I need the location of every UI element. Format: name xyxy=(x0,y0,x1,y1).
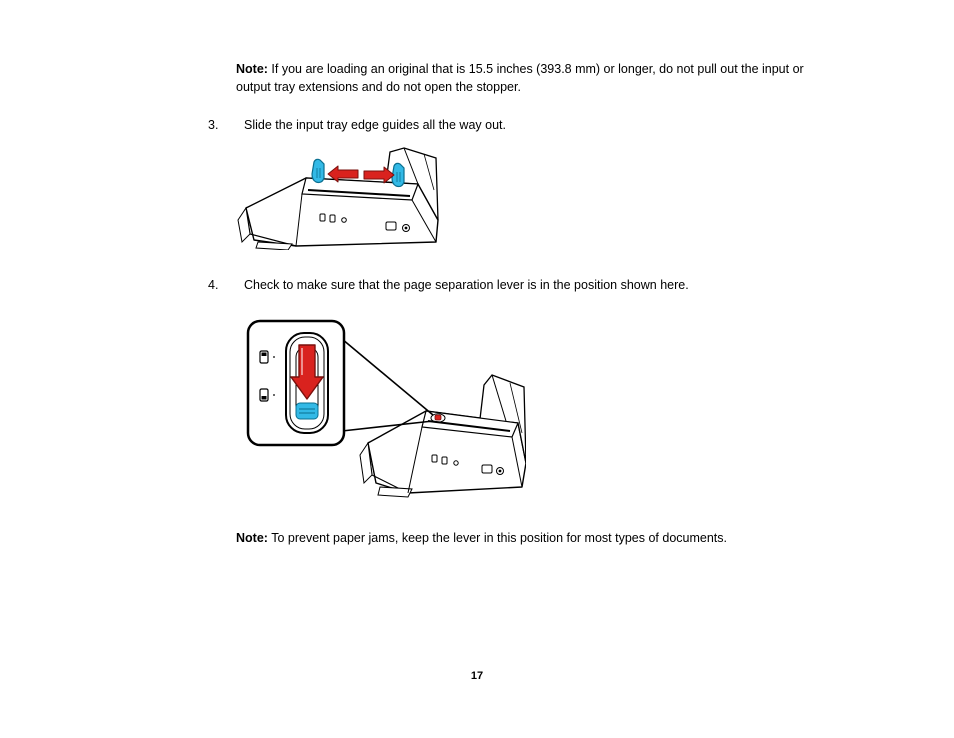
note-bottom: Note: To prevent paper jams, keep the le… xyxy=(236,529,834,547)
figure-input-tray-guides xyxy=(236,142,834,250)
step-4-text: Check to make sure that the page separat… xyxy=(244,276,834,294)
step-3: 3. Slide the input tray edge guides all … xyxy=(200,116,834,134)
scanner-body xyxy=(360,375,526,497)
page-number: 17 xyxy=(0,670,954,682)
step-4-number: 4. xyxy=(200,276,244,294)
step-3-number: 3. xyxy=(200,116,244,134)
note-top-text: If you are loading an original that is 1… xyxy=(236,62,804,94)
note-bottom-text: To prevent paper jams, keep the lever in… xyxy=(268,531,727,545)
note-bottom-label: Note: xyxy=(236,531,268,545)
note-top-label: Note: xyxy=(236,62,268,76)
note-top: Note: If you are loading an original tha… xyxy=(236,60,834,96)
step-3-text: Slide the input tray edge guides all the… xyxy=(244,116,834,134)
step-4: 4. Check to make sure that the page sepa… xyxy=(200,276,834,294)
document-page: Note: If you are loading an original tha… xyxy=(0,0,954,738)
figure-separation-lever xyxy=(236,303,834,503)
